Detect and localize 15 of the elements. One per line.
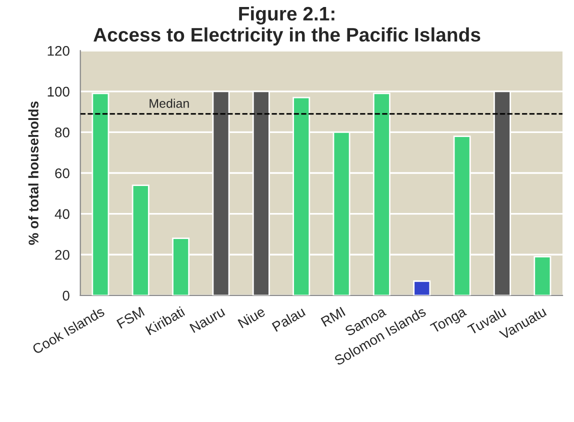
y-tick-label: 40 [54, 209, 70, 219]
x-tick-label: FSM [116, 306, 145, 329]
y-tick-label: 100 [48, 86, 70, 97]
x-tick-label: Niue [237, 306, 266, 328]
chart-title: Figure 2.1: Access to Electricity in the Pacific Islands [94, 6, 480, 46]
x-tick-label: Palau [272, 306, 306, 332]
x-tick-label: Tonga [430, 306, 469, 336]
y-tick-label: 120 [48, 46, 70, 56]
y-tick-label: 0 [62, 290, 70, 301]
y-tick-label: 80 [55, 128, 70, 138]
y-tick-label: 60 [55, 168, 70, 178]
y-axis-title: % of total households [28, 101, 38, 245]
x-tick-label: RMI [320, 306, 346, 327]
y-tick-label: 20 [55, 250, 70, 260]
ref-line-label: Median [150, 98, 189, 108]
